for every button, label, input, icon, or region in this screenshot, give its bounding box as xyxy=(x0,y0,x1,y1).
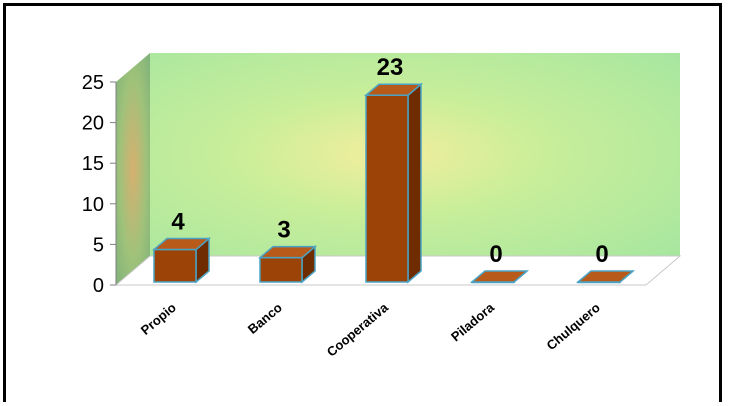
bar-top-face xyxy=(257,245,318,259)
bar-top-face xyxy=(575,270,636,283)
category-label: Cooperativa xyxy=(324,299,392,359)
y-tick-label: 5 xyxy=(93,234,104,256)
category-label: Piladora xyxy=(448,299,498,344)
y-tick-label: 15 xyxy=(82,153,104,175)
y-tick-label: 10 xyxy=(82,194,104,216)
chart-frame: 0 5 10 15 20 25 4 Propio 3 Banco 23 Cooperativa 0 Pi… xyxy=(3,3,722,402)
data-label: 23 xyxy=(377,54,404,81)
bar-cooperativa xyxy=(363,82,424,284)
data-label: 3 xyxy=(277,217,290,244)
bar-top-face xyxy=(363,83,424,96)
data-label: 4 xyxy=(171,209,185,236)
bar-propio xyxy=(151,236,212,284)
bar-chart: 0 5 10 15 20 25 4 Propio 3 Banco 23 Cooperativa 0 Pi… xyxy=(82,53,682,360)
y-axis: 0 5 10 15 20 25 xyxy=(82,72,117,297)
bar-piladora xyxy=(469,270,530,284)
bar-front-face xyxy=(365,94,409,283)
bar-side-face xyxy=(407,82,422,284)
bar-front-face xyxy=(153,248,197,283)
y-tick-label: 0 xyxy=(93,275,104,297)
category-label: Propio xyxy=(138,300,179,338)
data-label: 0 xyxy=(595,241,608,268)
bar-top-face xyxy=(151,237,212,251)
bar-chulquero xyxy=(575,270,636,284)
data-label: 0 xyxy=(489,241,502,268)
category-label: Chulquero xyxy=(543,300,602,353)
bar-banco xyxy=(257,245,318,284)
y-tick-label: 25 xyxy=(82,72,104,94)
y-tick-label: 20 xyxy=(82,113,104,135)
bar-top-face xyxy=(469,270,530,283)
category-label: Banco xyxy=(245,300,285,337)
bars xyxy=(151,82,636,284)
side-wall xyxy=(116,53,150,285)
bar-front-face xyxy=(259,256,303,283)
